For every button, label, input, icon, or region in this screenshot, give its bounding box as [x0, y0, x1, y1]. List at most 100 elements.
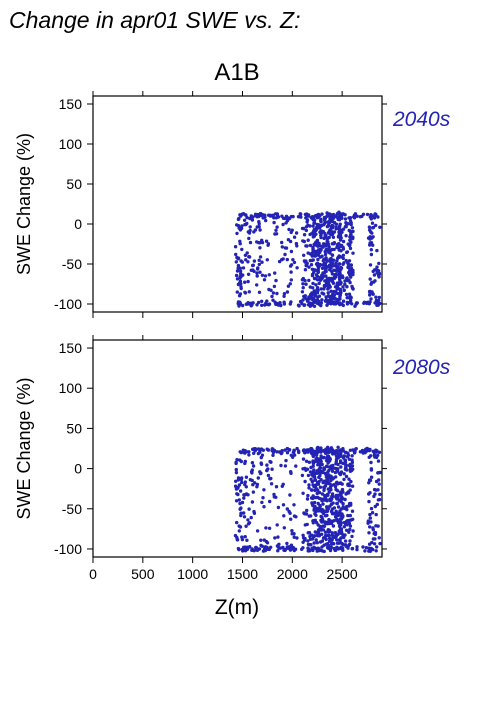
data-point	[352, 215, 356, 219]
data-point	[373, 504, 377, 509]
data-point	[319, 235, 323, 240]
data-point	[273, 271, 277, 275]
data-point	[343, 225, 347, 229]
data-point	[286, 238, 291, 242]
data-point	[323, 242, 328, 246]
data-point	[288, 511, 292, 515]
data-point	[370, 291, 375, 295]
data-point	[255, 225, 259, 229]
data-point	[283, 448, 287, 452]
data-point	[332, 242, 336, 246]
data-point	[338, 279, 342, 283]
data-point	[298, 299, 303, 304]
data-point	[295, 266, 299, 270]
data-point	[335, 449, 339, 453]
data-point	[303, 466, 307, 471]
data-point	[373, 279, 377, 283]
data-point	[262, 505, 266, 509]
data-point	[243, 549, 248, 553]
data-point	[344, 292, 349, 297]
data-point	[259, 538, 263, 542]
data-point	[300, 278, 305, 282]
data-point	[316, 300, 321, 304]
data-point	[338, 271, 342, 276]
data-point	[311, 286, 315, 290]
data-point	[348, 216, 353, 220]
data-point	[335, 266, 339, 270]
data-point	[337, 541, 341, 545]
data-point	[272, 284, 277, 289]
data-point	[325, 259, 329, 263]
data-point	[339, 266, 344, 270]
data-point	[369, 506, 374, 511]
data-point	[327, 539, 332, 543]
data-point	[377, 478, 381, 482]
data-point	[339, 451, 343, 455]
data-point	[326, 473, 330, 478]
data-point	[326, 487, 330, 491]
data-point	[317, 226, 322, 230]
data-point	[329, 496, 334, 501]
data-point	[367, 499, 371, 504]
data-point	[367, 492, 371, 496]
data-point	[285, 257, 289, 262]
data-point	[341, 497, 345, 501]
data-point	[347, 457, 351, 461]
data-point	[369, 520, 373, 524]
data-point	[335, 538, 339, 542]
data-point	[260, 260, 264, 264]
data-point	[311, 229, 316, 234]
data-point	[239, 214, 243, 218]
data-point	[308, 224, 312, 228]
data-point	[239, 513, 243, 518]
data-point	[315, 541, 319, 545]
data-point	[234, 252, 238, 257]
data-point	[244, 302, 248, 306]
data-point	[238, 239, 242, 243]
data-point	[319, 303, 323, 308]
data-point	[305, 244, 309, 248]
data-point	[366, 519, 370, 523]
data-point	[321, 502, 325, 506]
data-point	[341, 239, 346, 244]
data-point	[276, 505, 281, 510]
data-point	[239, 286, 243, 291]
data-point	[319, 454, 323, 458]
data-point	[349, 501, 353, 506]
data-point	[312, 242, 316, 247]
data-point	[338, 238, 343, 242]
data-point	[318, 275, 322, 280]
data-point	[329, 300, 333, 304]
data-point	[266, 467, 270, 471]
data-point	[269, 482, 274, 486]
data-point	[296, 215, 301, 219]
data-point	[269, 288, 273, 292]
data-point	[245, 215, 249, 220]
data-point	[301, 226, 306, 231]
data-point	[328, 504, 332, 508]
x-tick-label: 2500	[327, 566, 358, 582]
data-point	[251, 215, 255, 219]
data-point	[319, 217, 323, 221]
data-point	[338, 288, 343, 293]
data-point	[348, 271, 352, 276]
data-point	[328, 548, 333, 553]
data-point	[234, 273, 239, 278]
data-point	[334, 548, 338, 552]
data-point	[341, 515, 345, 519]
data-point	[329, 289, 333, 293]
data-point	[243, 280, 247, 284]
data-point	[306, 473, 311, 478]
data-point	[258, 270, 262, 274]
data-point	[333, 534, 338, 538]
panel-label: 2080s	[392, 356, 451, 379]
data-point	[244, 524, 248, 528]
data-point	[241, 273, 245, 277]
data-point	[319, 548, 323, 553]
data-point	[282, 302, 287, 306]
data-point	[245, 221, 249, 226]
data-point	[283, 252, 287, 257]
data-point	[318, 262, 322, 267]
data-point	[369, 248, 373, 252]
data-point	[257, 290, 262, 294]
